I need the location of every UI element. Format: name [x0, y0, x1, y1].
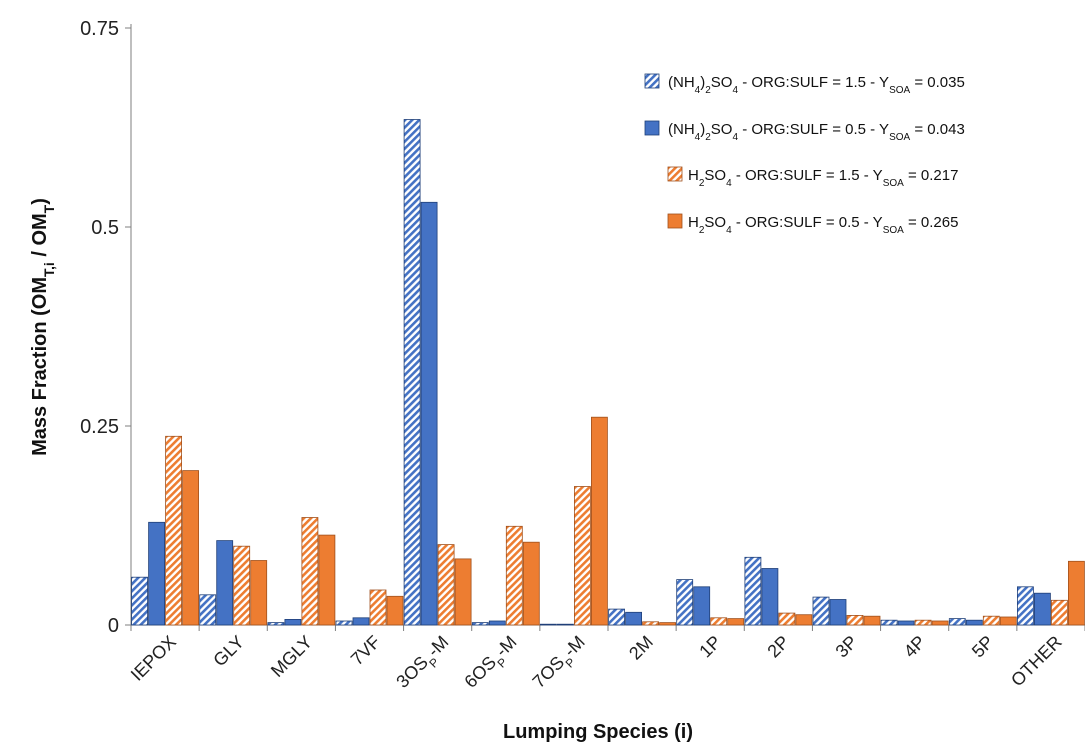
legend-swatch-4 — [667, 213, 683, 229]
bar-series1 — [131, 576, 149, 626]
bar-series1 — [199, 594, 217, 626]
legend-swatch-2 — [644, 120, 660, 136]
legend-swatch-1 — [644, 73, 660, 89]
bar-series2 — [352, 617, 370, 626]
x-tick-label: 3P — [832, 632, 862, 662]
y-axis-title: Mass Fraction (OMT,i / OMT) — [29, 198, 57, 456]
bar-series4 — [727, 618, 745, 626]
bar-series3 — [233, 545, 251, 626]
bar-series1 — [744, 556, 762, 626]
bar-series3 — [165, 435, 183, 626]
bar-series2 — [829, 599, 847, 626]
x-tick-label: 7VF — [347, 632, 384, 669]
bar-series3 — [982, 615, 1000, 626]
bar-series3 — [778, 612, 796, 626]
bar-series2 — [1034, 592, 1051, 626]
bar-series1 — [335, 620, 353, 626]
bar-series4 — [591, 416, 608, 626]
bar-series4 — [1068, 560, 1085, 626]
bar-series1 — [812, 596, 830, 626]
bar-series3 — [1051, 599, 1068, 626]
bar-series4 — [795, 614, 813, 626]
bar-series3 — [642, 621, 659, 626]
bar-series2 — [284, 619, 302, 626]
bar-series2 — [148, 521, 166, 626]
bar-series1 — [1017, 586, 1034, 626]
bar-series3 — [369, 589, 387, 626]
legend-entry-2: (NH4)2SO4 - ORG:SULF = 0.5 - YSOA = 0.04… — [644, 120, 965, 143]
bar-series3 — [505, 525, 523, 626]
x-tick-label: 4P — [900, 632, 930, 662]
legend-swatch-3 — [667, 166, 683, 182]
x-tick-label: 7OSP-M — [529, 632, 593, 696]
x-tick-label: 5P — [968, 632, 998, 662]
x-tick-label: OTHER — [1007, 632, 1066, 691]
bar-series1 — [608, 608, 625, 626]
legend-entry-1: (NH4)2SO4 - ORG:SULF = 1.5 - YSOA = 0.03… — [644, 73, 965, 96]
x-tick-label: 3OSP-M — [392, 632, 456, 696]
bar-series4 — [386, 595, 404, 626]
bar-series4 — [250, 560, 268, 626]
bar-series2 — [557, 623, 574, 626]
bar-series1 — [267, 622, 285, 626]
legend-label-3: H2SO4 - ORG:SULF = 1.5 - YSOA = 0.217 — [688, 167, 958, 189]
bar-series2 — [216, 540, 234, 626]
bar-series2 — [965, 619, 983, 626]
bar-series1 — [540, 623, 557, 626]
bar-series4 — [999, 616, 1017, 626]
bar-series2 — [897, 620, 915, 626]
bar-series1 — [880, 619, 898, 626]
bar-series4 — [182, 470, 200, 626]
y-tick-label: 0 — [108, 615, 119, 637]
y-tick-label: 0.25 — [80, 416, 119, 438]
bar-series2 — [488, 620, 506, 626]
bar-series1 — [471, 622, 489, 626]
bar-series1 — [403, 119, 421, 626]
x-tick-label: MGLY — [267, 632, 316, 681]
x-tick-label: GLY — [209, 632, 248, 671]
bar-series4 — [522, 541, 540, 626]
y-tick-label: 0.75 — [80, 18, 119, 40]
bar-series3 — [846, 615, 864, 626]
x-tick-label: 2P — [763, 632, 793, 662]
legend-label-2: (NH4)2SO4 - ORG:SULF = 0.5 - YSOA = 0.04… — [668, 121, 965, 143]
bar-series4 — [863, 615, 881, 626]
bar-series3 — [301, 517, 319, 626]
bar-series4 — [931, 620, 949, 626]
bar-series3 — [914, 619, 932, 626]
bar-series4 — [454, 558, 472, 626]
bar-series4 — [318, 534, 336, 626]
x-tick-label: 2M — [625, 632, 657, 664]
y-tick-label: 0.5 — [91, 217, 119, 239]
legend-label-4: H2SO4 - ORG:SULF = 0.5 - YSOA = 0.265 — [688, 214, 958, 236]
bar-series2 — [761, 568, 779, 626]
x-tick-label: 6OSP-M — [460, 632, 524, 696]
legend-label-1: (NH4)2SO4 - ORG:SULF = 1.5 - YSOA = 0.03… — [668, 74, 965, 96]
bar-series2 — [693, 586, 711, 626]
bar-series1 — [948, 618, 966, 626]
bar-series4 — [659, 622, 676, 626]
x-tick-label: 1P — [695, 632, 725, 662]
legend-entry-3: H2SO4 - ORG:SULF = 1.5 - YSOA = 0.217 — [667, 166, 958, 189]
bar-series3 — [710, 617, 728, 626]
bar-series2 — [625, 611, 642, 626]
bar-series1 — [676, 579, 694, 626]
bar-series2 — [420, 201, 438, 626]
legend: (NH4)2SO4 - ORG:SULF = 1.5 - YSOA = 0.03… — [644, 73, 965, 236]
legend-entry-4: H2SO4 - ORG:SULF = 0.5 - YSOA = 0.265 — [667, 213, 958, 236]
bar-series3 — [574, 486, 591, 626]
x-tick-label: IEPOX — [127, 632, 180, 685]
bar-series3 — [437, 544, 455, 626]
x-axis-title: Lumping Species (i) — [503, 721, 693, 743]
